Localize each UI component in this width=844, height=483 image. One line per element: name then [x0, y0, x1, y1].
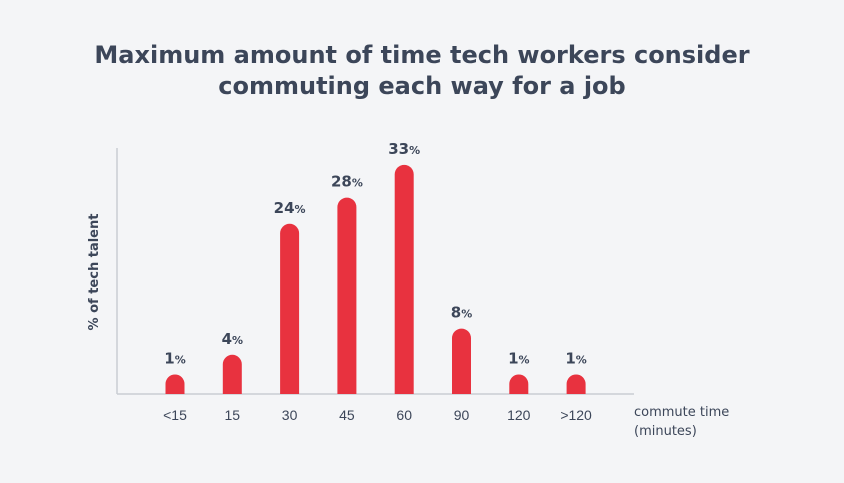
x-tick-label-5: 90 [454, 407, 470, 423]
data-label-5: 8% [451, 304, 472, 322]
data-label-0: 1% [164, 349, 185, 367]
data-label-7: 1% [565, 349, 586, 367]
x-tick-label-2: 30 [282, 407, 298, 423]
x-axis-label-line-2: (minutes) [634, 424, 697, 439]
data-label-2: 24% [274, 199, 306, 217]
bar-3 [337, 197, 357, 394]
bar-6 [509, 374, 529, 394]
x-axis-label-line-1: commute time [634, 405, 729, 420]
chart-title-line-1: Maximum amount of time tech workers cons… [94, 41, 750, 69]
data-label-1: 4% [222, 330, 243, 348]
y-axis-label: % of tech talent [87, 214, 102, 331]
data-label-6: 1% [508, 349, 529, 367]
x-tick-label-1: 15 [225, 407, 241, 423]
chart-title: Maximum amount of time tech workers cons… [0, 40, 844, 102]
bar-2 [280, 223, 300, 394]
x-tick-label-0: <15 [163, 407, 187, 423]
bar-1 [222, 354, 242, 394]
bars-group: 1% <15 4% 15 24% 30 28% 45 33% 60 8% 90 1% 120 1% >120 [163, 140, 592, 423]
x-tick-label-6: 120 [507, 407, 531, 423]
data-label-4: 33% [388, 140, 420, 158]
x-tick-label-3: 45 [339, 407, 355, 423]
data-label-3: 28% [331, 173, 363, 191]
chart-title-line-2: commuting each way for a job [218, 72, 626, 100]
x-tick-label-4: 60 [396, 407, 412, 423]
bar-0 [165, 374, 185, 394]
bar-7 [566, 374, 586, 394]
x-tick-label-7: >120 [560, 407, 592, 423]
bar-5 [452, 328, 471, 394]
bar-4 [394, 164, 414, 394]
